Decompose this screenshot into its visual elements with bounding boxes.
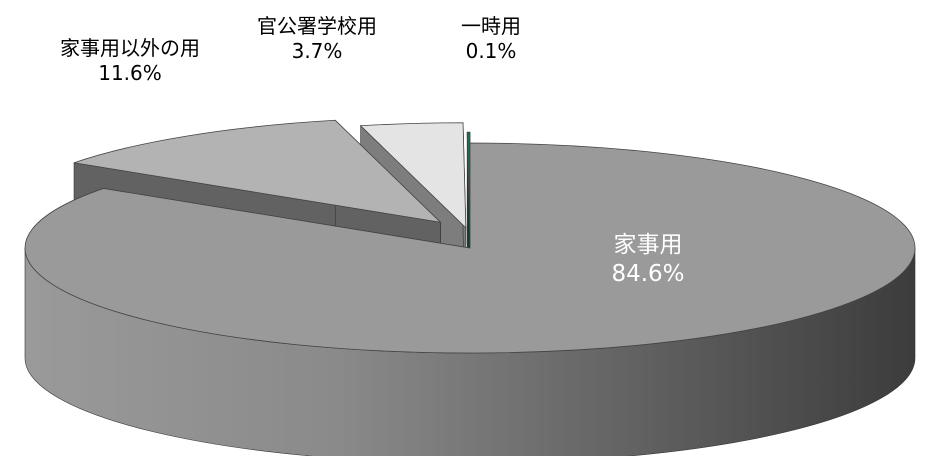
slice-value-public: 3.7% xyxy=(292,39,343,63)
slice-label-household: 家事用 xyxy=(614,232,683,258)
slice-value-temporary: 0.1% xyxy=(466,39,517,63)
slice-label-temporary: 一時用 xyxy=(461,14,521,38)
slice-value-other: 11.6% xyxy=(98,61,162,85)
slice-household xyxy=(24,142,916,456)
pie-slices xyxy=(24,119,916,456)
slice-label-other: 家事用以外の用 xyxy=(60,36,200,60)
slice-value-household: 84.6% xyxy=(611,261,684,287)
slice-label-public: 官公署学校用 xyxy=(257,14,377,38)
